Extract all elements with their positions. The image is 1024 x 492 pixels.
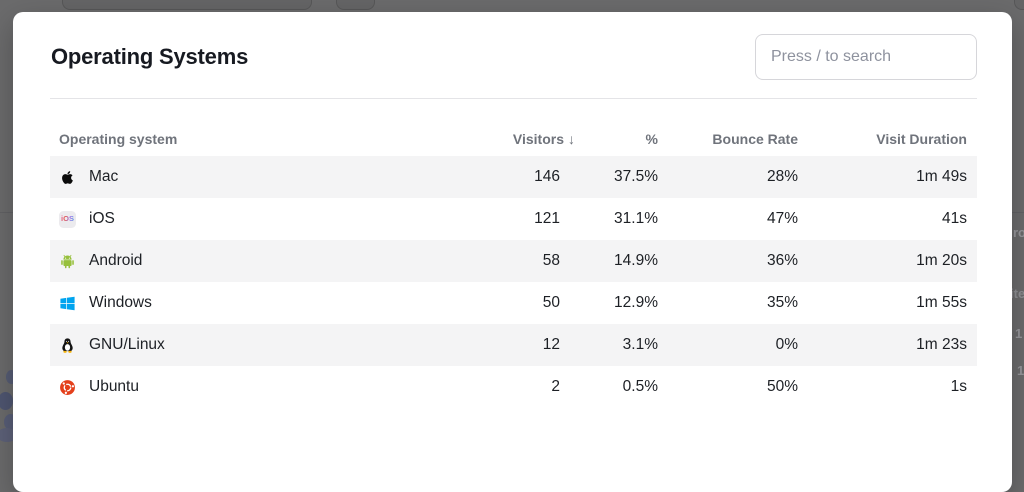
percent-value: 12.9% xyxy=(614,294,658,311)
os-name-cell[interactable]: Mac xyxy=(50,168,470,186)
backdrop-button-outline xyxy=(336,0,375,10)
visitors-value: 50 xyxy=(542,294,560,311)
os-name-label: Android xyxy=(89,252,143,269)
os-name-label: Windows xyxy=(89,294,152,311)
backdrop-map-blob xyxy=(6,370,17,384)
backdrop-text-fragment: 1 xyxy=(1017,363,1024,378)
visit-duration-value: 1m 23s xyxy=(916,336,967,353)
backdrop-dropdown-outline xyxy=(62,0,312,10)
os-table: Operating system Visitors ↓ % Bounce Rate… xyxy=(50,99,977,408)
bounce-rate-value: 47% xyxy=(766,210,798,227)
backdrop-text-fragment: ite xyxy=(1010,286,1024,301)
visitors-value: 121 xyxy=(534,210,560,227)
os-name-cell[interactable]: Android xyxy=(50,252,470,270)
os-name-cell[interactable]: iOS iOS xyxy=(50,210,470,228)
percent-value: 31.1% xyxy=(614,210,658,227)
ubuntu-icon xyxy=(59,379,76,396)
os-name-label: iOS xyxy=(89,210,115,227)
header-divider xyxy=(50,98,977,99)
column-header-operating-system: Operating system xyxy=(59,131,178,147)
table-row[interactable]: Windows 50 12.9% 35% 1m 55s xyxy=(50,282,977,324)
visitors-value: 2 xyxy=(551,378,560,395)
table-row[interactable]: Android 58 14.9% 36% 1m 20s xyxy=(50,240,977,282)
visitors-value: 12 xyxy=(542,336,560,353)
ios-icon: iOS xyxy=(59,210,76,228)
percent-value: 0.5% xyxy=(622,378,658,395)
column-header-bounce-rate[interactable]: Bounce Rate xyxy=(712,131,798,147)
bounce-rate-value: 35% xyxy=(766,294,798,311)
modal-title: Operating Systems xyxy=(51,44,249,69)
sort-descending-icon: ↓ xyxy=(568,131,575,147)
visitors-value: 58 xyxy=(542,252,560,269)
percent-value: 3.1% xyxy=(622,336,658,353)
operating-systems-modal: Operating Systems Operating system Visit… xyxy=(13,12,1012,492)
percent-value: 14.9% xyxy=(614,252,658,269)
visit-duration-value: 1m 49s xyxy=(916,168,967,185)
visit-duration-value: 1s xyxy=(950,378,967,395)
linux-icon xyxy=(59,337,76,354)
bounce-rate-value: 0% xyxy=(775,336,798,353)
visitors-header-label: Visitors xyxy=(512,131,564,147)
os-name-label: Ubuntu xyxy=(89,378,139,395)
os-name-cell[interactable]: Windows xyxy=(50,294,470,312)
os-table-body: Mac 146 37.5% 28% 1m 49s iOS iOS 121 31.… xyxy=(50,156,977,408)
backdrop-text-fragment: ro xyxy=(1013,225,1024,240)
os-name-label: Mac xyxy=(89,168,119,185)
backdrop-corner-outline xyxy=(1014,0,1024,10)
bounce-rate-value: 36% xyxy=(766,252,798,269)
column-header-visitors[interactable]: Visitors ↓ xyxy=(470,131,575,147)
table-row[interactable]: iOS iOS 121 31.1% 47% 41s xyxy=(50,198,977,240)
table-row[interactable]: GNU/Linux 12 3.1% 0% 1m 23s xyxy=(50,324,977,366)
column-header-percent[interactable]: % xyxy=(645,131,658,147)
os-name-label: GNU/Linux xyxy=(89,336,165,353)
column-header-visit-duration[interactable]: Visit Duration xyxy=(876,131,967,147)
table-header-row: Operating system Visitors ↓ % Bounce Rate… xyxy=(50,99,977,156)
android-icon xyxy=(59,253,76,270)
bounce-rate-value: 50% xyxy=(766,378,798,395)
os-name-cell[interactable]: Ubuntu xyxy=(50,378,470,396)
search-input[interactable] xyxy=(755,34,977,80)
modal-header: Operating Systems xyxy=(13,12,1012,80)
visit-duration-value: 41s xyxy=(942,210,967,227)
visit-duration-value: 1m 55s xyxy=(916,294,967,311)
visitors-value: 146 xyxy=(534,168,560,185)
backdrop-text-fragment: 1 xyxy=(1015,326,1023,341)
table-row[interactable]: Ubuntu 2 0.5% 50% 1s xyxy=(50,366,977,408)
bounce-rate-value: 28% xyxy=(766,168,798,185)
table-row[interactable]: Mac 146 37.5% 28% 1m 49s xyxy=(50,156,977,198)
windows-icon xyxy=(59,295,76,312)
visit-duration-value: 1m 20s xyxy=(916,252,967,269)
percent-value: 37.5% xyxy=(614,168,658,185)
apple-icon xyxy=(59,169,76,186)
backdrop-map-blob xyxy=(0,392,13,410)
os-name-cell[interactable]: GNU/Linux xyxy=(50,336,470,354)
